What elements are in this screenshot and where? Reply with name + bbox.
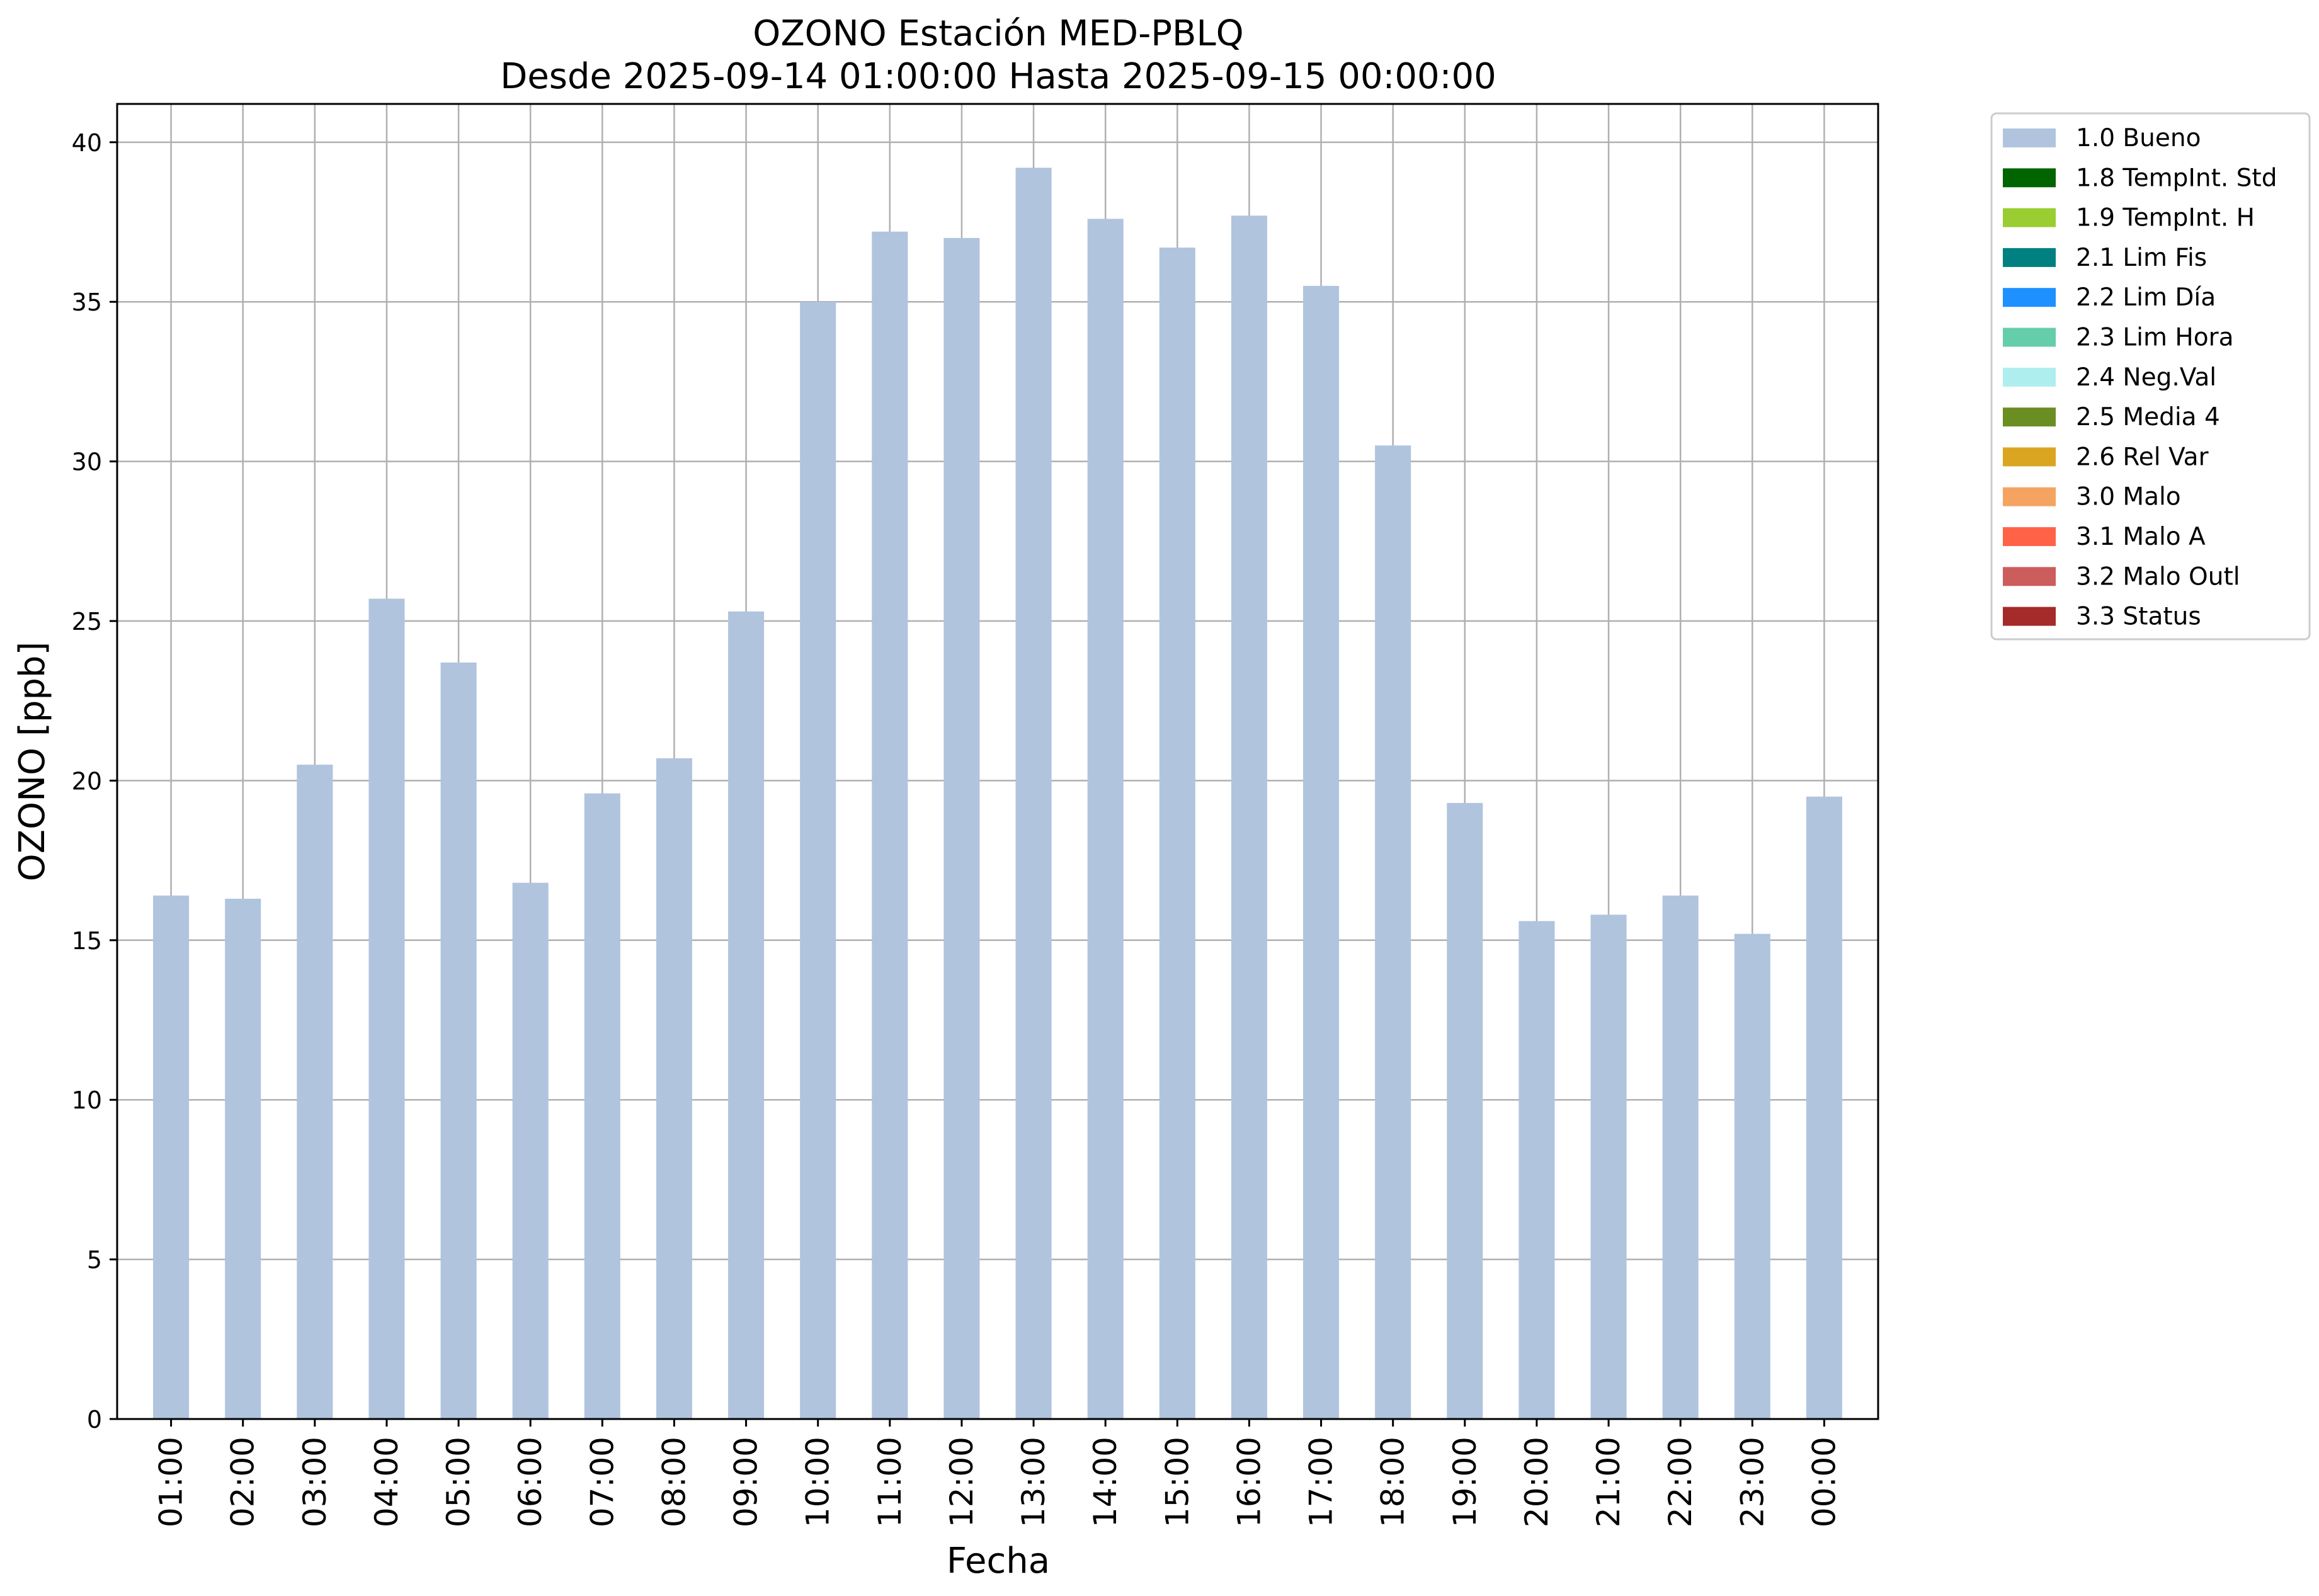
legend-swatch-3 bbox=[2003, 248, 2056, 267]
legend-label-11: 3.2 Malo Outl bbox=[2076, 562, 2240, 591]
x-axis-label: Fecha bbox=[947, 1541, 1050, 1582]
bar-22:00 bbox=[1662, 895, 1699, 1419]
x-axis-ticks: 01:00 02:00 03:00 04:00 05:00 06:00 07:00 08:00… bbox=[153, 1419, 1842, 1527]
bar-15:00 bbox=[1159, 248, 1195, 1420]
x-tick-label-19:00: 19:00 bbox=[1447, 1437, 1483, 1527]
x-tick-label-02:00: 02:00 bbox=[225, 1437, 261, 1527]
x-tick-label-20:00: 20:00 bbox=[1518, 1437, 1555, 1527]
x-tick-label-12:00: 12:00 bbox=[943, 1437, 980, 1527]
legend-label-3: 2.1 Lim Fis bbox=[2076, 244, 2207, 272]
y-tick-label-40: 40 bbox=[72, 129, 102, 157]
legend-label-10: 3.1 Malo A bbox=[2076, 523, 2206, 551]
x-tick-label-09:00: 09:00 bbox=[728, 1437, 765, 1527]
bar-14:00 bbox=[1087, 219, 1124, 1420]
legend-label-4: 2.2 Lim Día bbox=[2076, 283, 2216, 312]
x-tick-label-03:00: 03:00 bbox=[297, 1437, 333, 1527]
legend-label-2: 1.9 TempInt. H bbox=[2076, 204, 2255, 232]
legend-label-8: 2.6 Rel Var bbox=[2076, 443, 2209, 471]
x-tick-label-16:00: 16:00 bbox=[1231, 1437, 1267, 1527]
bar-23:00 bbox=[1734, 933, 1770, 1419]
y-tick-label-0: 0 bbox=[87, 1406, 102, 1434]
y-axis-ticks: 0 5 10 15 20 25 30 35 40 bbox=[72, 129, 117, 1434]
y-tick-label-35: 35 bbox=[72, 288, 102, 316]
bar-13:00 bbox=[1015, 168, 1052, 1419]
y-tick-label-10: 10 bbox=[72, 1086, 102, 1114]
bar-08:00 bbox=[656, 758, 692, 1419]
bar-04:00 bbox=[368, 598, 405, 1420]
x-tick-label-06:00: 06:00 bbox=[512, 1437, 549, 1527]
chart-subtitle: Desde 2025-09-14 01:00:00 Hasta 2025-09-… bbox=[500, 56, 1496, 97]
plot-frame bbox=[116, 103, 1879, 1420]
legend-swatch-0 bbox=[2003, 128, 2056, 147]
x-tick-label-10:00: 10:00 bbox=[800, 1437, 836, 1527]
y-tick-label-5: 5 bbox=[87, 1246, 102, 1274]
y-axis-label: OZONO [ppb] bbox=[12, 642, 53, 882]
x-tick-label-22:00: 22:00 bbox=[1662, 1437, 1699, 1527]
legend-swatch-5 bbox=[2003, 328, 2056, 347]
bar-19:00 bbox=[1447, 802, 1483, 1419]
legend-swatch-4 bbox=[2003, 288, 2056, 307]
chart-title: OZONO Estación MED-PBLQ bbox=[753, 13, 1244, 54]
legend-swatch-10 bbox=[2003, 527, 2056, 546]
bar-07:00 bbox=[584, 793, 620, 1419]
bar-02:00 bbox=[225, 898, 261, 1419]
y-tick-label-25: 25 bbox=[72, 608, 102, 636]
y-tick-label-15: 15 bbox=[72, 927, 102, 955]
legend-label-5: 2.3 Lim Hora bbox=[2076, 324, 2234, 352]
x-tick-label-04:00: 04:00 bbox=[368, 1437, 405, 1527]
bar-21:00 bbox=[1590, 915, 1627, 1419]
legend-label-1: 1.8 TempInt. Std bbox=[2076, 164, 2277, 192]
x-tick-label-23:00: 23:00 bbox=[1734, 1437, 1770, 1527]
x-tick-label-17:00: 17:00 bbox=[1303, 1437, 1340, 1527]
bar-09:00 bbox=[728, 611, 765, 1419]
y-tick-label-30: 30 bbox=[72, 448, 102, 476]
bar-10:00 bbox=[800, 302, 836, 1419]
bar-00:00 bbox=[1806, 796, 1842, 1419]
x-tick-label-18:00: 18:00 bbox=[1375, 1437, 1411, 1527]
legend-label-6: 2.4 Neg.Val bbox=[2076, 363, 2216, 392]
x-tick-label-11:00: 11:00 bbox=[872, 1437, 908, 1527]
bar-03:00 bbox=[297, 765, 333, 1419]
legend-swatch-6 bbox=[2003, 367, 2056, 387]
x-tick-label-05:00: 05:00 bbox=[440, 1437, 477, 1527]
legend-label-0: 1.0 Bueno bbox=[2076, 124, 2201, 152]
legend-swatch-1 bbox=[2003, 168, 2056, 188]
legend-label-12: 3.3 Status bbox=[2076, 603, 2201, 631]
bar-01:00 bbox=[153, 895, 190, 1419]
bar-05:00 bbox=[440, 662, 477, 1419]
bar-06:00 bbox=[512, 882, 549, 1419]
bar-11:00 bbox=[872, 231, 908, 1419]
bar-16:00 bbox=[1231, 215, 1267, 1419]
x-tick-label-14:00: 14:00 bbox=[1087, 1437, 1124, 1527]
legend-swatch-12 bbox=[2003, 607, 2056, 626]
x-tick-label-15:00: 15:00 bbox=[1159, 1437, 1195, 1527]
x-tick-label-01:00: 01:00 bbox=[153, 1437, 190, 1527]
x-tick-label-00:00: 00:00 bbox=[1806, 1437, 1842, 1527]
legend-label-7: 2.5 Media 4 bbox=[2076, 403, 2220, 431]
legend: 1.0 Bueno 1.8 TempInt. Std 1.9 TempInt. H 2… bbox=[1990, 112, 2311, 641]
legend-box bbox=[1990, 112, 2311, 641]
bars bbox=[153, 168, 1842, 1420]
bar-17:00 bbox=[1303, 285, 1340, 1419]
y-tick-label-20: 20 bbox=[72, 767, 102, 795]
legend-swatch-7 bbox=[2003, 408, 2056, 427]
x-tick-label-21:00: 21:00 bbox=[1590, 1437, 1627, 1527]
bar-18:00 bbox=[1375, 445, 1411, 1419]
legend-swatch-8 bbox=[2003, 447, 2056, 467]
legend-label-9: 3.0 Malo bbox=[2076, 483, 2181, 511]
x-tick-label-13:00: 13:00 bbox=[1015, 1437, 1052, 1527]
x-tick-label-08:00: 08:00 bbox=[656, 1437, 692, 1527]
legend-swatch-2 bbox=[2003, 208, 2056, 227]
x-tick-label-07:00: 07:00 bbox=[584, 1437, 620, 1527]
legend-swatch-11 bbox=[2003, 567, 2056, 586]
bar-20:00 bbox=[1518, 921, 1555, 1419]
legend-swatch-9 bbox=[2003, 487, 2056, 506]
bar-12:00 bbox=[943, 237, 980, 1419]
